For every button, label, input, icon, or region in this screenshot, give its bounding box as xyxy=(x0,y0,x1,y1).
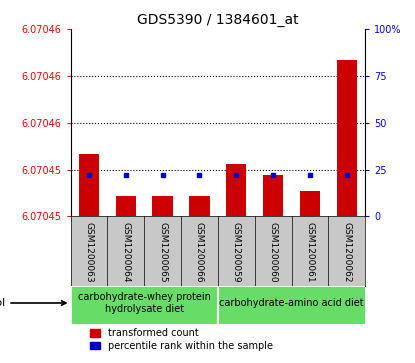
Bar xyxy=(263,175,283,216)
Bar xyxy=(226,164,247,216)
Text: GSM1200064: GSM1200064 xyxy=(121,222,130,282)
Bar xyxy=(116,196,136,216)
Legend: transformed count, percentile rank within the sample: transformed count, percentile rank withi… xyxy=(90,328,273,351)
Text: carbohydrate-amino acid diet: carbohydrate-amino acid diet xyxy=(219,298,364,308)
Text: GSM1200060: GSM1200060 xyxy=(269,222,278,283)
Bar xyxy=(337,60,357,216)
Bar xyxy=(71,286,218,323)
Bar xyxy=(189,196,210,216)
Text: carbohydrate-whey protein
hydrolysate diet: carbohydrate-whey protein hydrolysate di… xyxy=(78,292,211,314)
Text: GSM1200061: GSM1200061 xyxy=(305,222,315,283)
Text: GSM1200062: GSM1200062 xyxy=(342,222,351,282)
Bar xyxy=(152,196,173,216)
Text: GSM1200066: GSM1200066 xyxy=(195,222,204,283)
Bar xyxy=(300,192,320,216)
Text: protocol: protocol xyxy=(0,298,66,308)
Bar xyxy=(218,286,365,323)
Text: GSM1200059: GSM1200059 xyxy=(232,222,241,283)
Text: GSM1200063: GSM1200063 xyxy=(85,222,93,283)
Title: GDS5390 / 1384601_at: GDS5390 / 1384601_at xyxy=(137,13,299,26)
Bar xyxy=(79,154,99,216)
Text: GSM1200065: GSM1200065 xyxy=(158,222,167,283)
